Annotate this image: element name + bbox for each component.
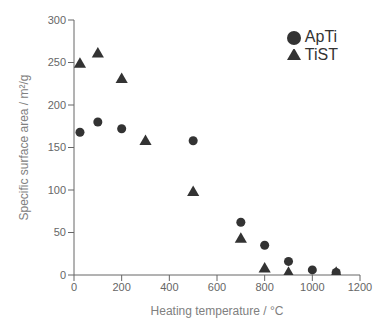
svg-text:300: 300 [48,14,66,26]
svg-text:1000: 1000 [300,281,324,293]
svg-text:800: 800 [255,281,273,293]
svg-text:150: 150 [48,141,66,153]
html-text:TiST: TiST [304,46,338,63]
svg-text:200: 200 [112,281,130,293]
svg-text:100: 100 [48,184,66,196]
html-text:ApTi: ApTi [304,28,338,45]
svg-text:250: 250 [48,56,66,68]
svg-text:50: 50 [54,226,66,238]
svg-text:0: 0 [71,281,77,293]
svg-text:0: 0 [60,269,66,281]
svg-text:600: 600 [208,281,226,293]
svg-text:1200: 1200 [348,281,372,293]
svg-text:Heating temperature / °C: Heating temperature / °C [151,304,284,318]
svg-text:400: 400 [160,281,178,293]
svg-text:Specific surface area / m²/g: Specific surface area / m²/g [17,74,31,220]
svg-text:200: 200 [48,99,66,111]
